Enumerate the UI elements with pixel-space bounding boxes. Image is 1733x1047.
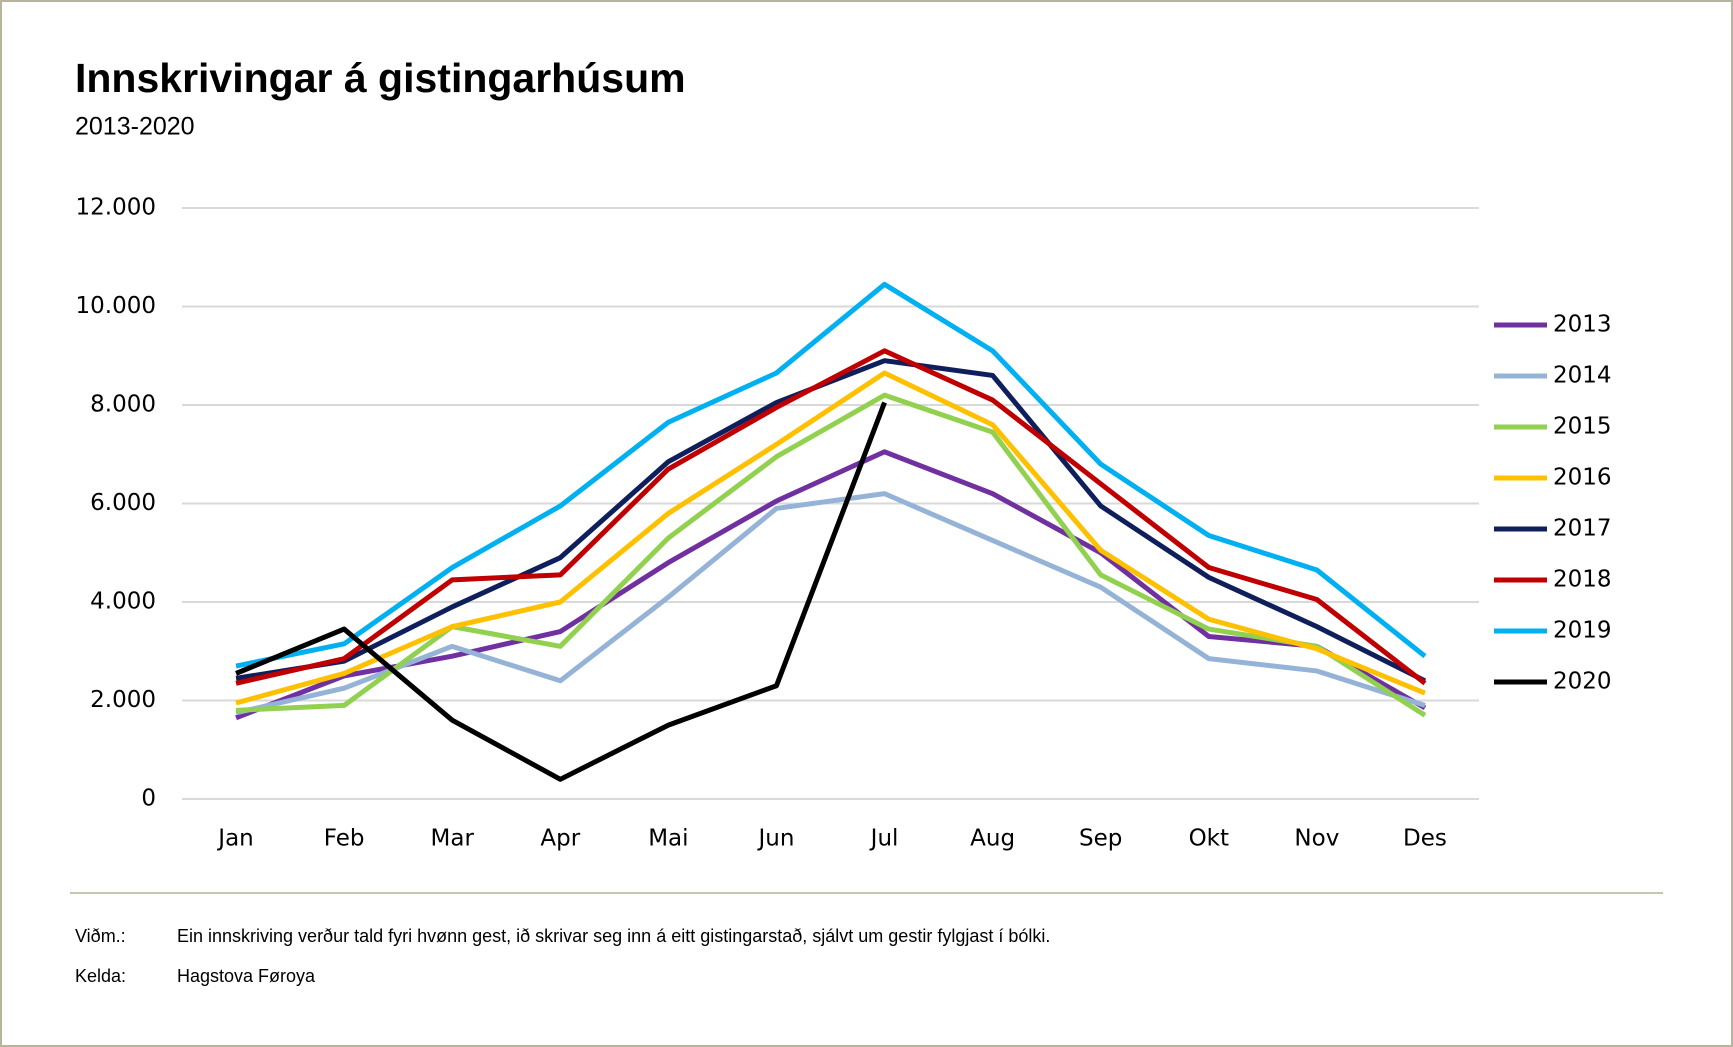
x-tick-label: Nov [1294,826,1339,852]
source-text: Hagstova Føroya [177,966,316,986]
note-text: Ein innskriving verður tald fyri hvønn g… [177,926,1050,946]
source-label: Kelda: [75,966,126,986]
x-tick-label: Mar [431,826,475,852]
x-tick-label: Apr [540,826,580,852]
x-tick-label: Sep [1079,826,1122,852]
legend-label: 2020 [1553,669,1612,695]
chart-title: Innskrivingar á gistingarhúsum [75,55,686,101]
series-line [235,348,1427,686]
x-tick-label: Jul [869,826,899,852]
legend-label: 2019 [1553,618,1612,644]
chart-subtitle: 2013-2020 [75,113,195,141]
x-tick-label: Jun [756,826,794,852]
x-tick-label: Jan [216,826,253,852]
series-line [235,491,1426,716]
x-tick-label: Des [1403,826,1447,852]
x-tick-label: Okt [1189,826,1229,852]
y-tick-label: 10.000 [76,293,156,319]
y-tick-label: 12.000 [76,195,156,221]
legend-label: 2015 [1553,414,1612,440]
note-label: Viðm.: [75,926,126,946]
y-tick-label: 6.000 [90,490,156,516]
x-tick-label: Feb [324,826,365,852]
y-tick-label: 2.000 [90,687,156,713]
legend-label: 2013 [1553,312,1612,338]
y-tick-label: 4.000 [90,589,156,615]
legend-label: 2016 [1553,465,1612,491]
legend-label: 2014 [1553,363,1612,389]
legend-label: 2018 [1553,567,1612,593]
x-tick-label: Aug [970,826,1015,852]
series-line [235,392,1427,718]
legend-label: 2017 [1553,516,1612,542]
series-line [235,281,1427,669]
y-tick-label: 0 [141,786,156,812]
series-line [235,449,1427,721]
x-tick-label: Mai [648,826,688,852]
series-line [235,401,887,782]
series-line [235,370,1426,706]
y-tick-label: 8.000 [90,392,156,418]
